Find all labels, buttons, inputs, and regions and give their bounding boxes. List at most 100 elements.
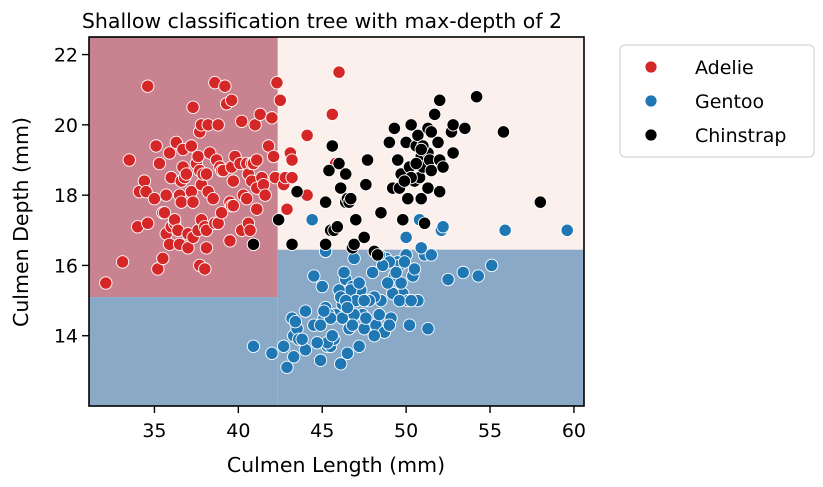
point-chinstrap — [396, 213, 410, 227]
point-chinstrap — [433, 93, 447, 107]
point-adelie — [147, 192, 162, 206]
point-gentoo — [392, 293, 407, 308]
x-tick-label: 35 — [142, 420, 166, 442]
point-chinstrap — [446, 118, 460, 132]
point-chinstrap — [428, 107, 442, 121]
point-adelie — [285, 170, 299, 185]
legend-marker-adelie — [644, 60, 658, 74]
point-chinstrap — [431, 135, 445, 150]
point-chinstrap — [339, 167, 353, 181]
point-chinstrap — [357, 230, 371, 244]
x-tick-label: 45 — [310, 420, 334, 442]
point-gentoo — [456, 265, 470, 280]
point-gentoo — [485, 258, 499, 273]
point-chinstrap — [469, 90, 484, 104]
point-chinstrap — [414, 142, 428, 157]
point-adelie — [270, 76, 284, 90]
point-gentoo — [340, 300, 355, 315]
point-chinstrap — [436, 160, 450, 174]
point-chinstrap — [334, 181, 348, 195]
point-adelie — [174, 195, 188, 209]
point-gentoo — [337, 265, 351, 280]
point-gentoo — [352, 276, 366, 290]
point-adelie — [273, 93, 287, 107]
legend-label-chinstrap: Chinstrap — [695, 125, 787, 147]
point-adelie — [157, 206, 172, 220]
point-gentoo — [365, 265, 380, 280]
point-gentoo — [414, 241, 428, 255]
point-gentoo — [288, 315, 303, 329]
decision-regions — [89, 37, 584, 406]
point-chinstrap — [414, 192, 428, 206]
point-gentoo — [307, 269, 321, 283]
point-gentoo — [298, 304, 313, 318]
point-gentoo — [421, 322, 435, 336]
point-chinstrap — [433, 184, 447, 199]
x-tick-label: 40 — [226, 420, 250, 442]
point-gentoo — [436, 220, 450, 234]
point-adelie — [141, 216, 155, 230]
point-gentoo — [404, 293, 418, 308]
point-gentoo — [313, 318, 328, 332]
point-adelie — [243, 223, 257, 237]
point-adelie — [226, 174, 240, 188]
point-gentoo — [310, 336, 324, 350]
point-chinstrap — [318, 237, 333, 251]
legend-label-gentoo: Gentoo — [695, 91, 764, 113]
point-chinstrap — [409, 156, 423, 171]
y-tick-label: 22 — [54, 45, 78, 67]
point-adelie — [250, 202, 264, 216]
point-adelie — [206, 192, 220, 206]
scatter-points — [99, 65, 574, 374]
point-gentoo — [372, 307, 386, 322]
point-adelie — [266, 149, 281, 164]
point-adelie — [214, 206, 229, 220]
point-gentoo — [315, 279, 329, 294]
point-chinstrap — [370, 248, 385, 262]
point-chinstrap — [374, 206, 388, 220]
point-chinstrap — [349, 213, 363, 227]
point-chinstrap — [271, 213, 286, 227]
point-gentoo — [402, 318, 417, 332]
point-chinstrap — [347, 237, 361, 251]
point-gentoo — [397, 255, 412, 269]
point-adelie — [198, 262, 212, 276]
point-gentoo — [334, 357, 348, 371]
point-adelie — [122, 153, 136, 167]
point-chinstrap — [533, 195, 548, 209]
point-adelie — [149, 139, 163, 153]
point-adelie — [325, 107, 339, 121]
point-adelie — [115, 255, 130, 269]
point-gentoo — [382, 318, 397, 332]
point-gentoo — [313, 353, 328, 367]
point-adelie — [224, 93, 239, 107]
point-gentoo — [367, 329, 381, 343]
point-chinstrap — [401, 192, 415, 206]
point-gentoo — [287, 350, 301, 364]
point-chinstrap — [424, 163, 438, 178]
point-chinstrap — [458, 121, 472, 136]
point-adelie — [162, 146, 177, 160]
point-chinstrap — [387, 121, 402, 136]
point-gentoo — [407, 262, 422, 276]
legend-marker-gentoo — [644, 94, 658, 108]
legend-box — [619, 44, 815, 158]
region-gentoo — [89, 297, 278, 406]
legend-label-adelie: Adelie — [695, 57, 754, 79]
point-chinstrap — [404, 118, 418, 132]
point-chinstrap — [246, 237, 261, 251]
point-adelie — [235, 114, 249, 128]
y-tick-label: 16 — [54, 255, 78, 277]
point-adelie — [152, 156, 167, 171]
region-chinstrap — [277, 37, 584, 250]
chart-title: Shallow classification tree with max-dep… — [82, 9, 562, 33]
point-gentoo — [424, 248, 438, 262]
x-tick-label: 50 — [394, 420, 418, 442]
point-chinstrap — [325, 139, 339, 153]
point-gentoo — [305, 213, 319, 227]
point-gentoo — [471, 269, 485, 283]
point-chinstrap — [330, 220, 344, 234]
point-adelie — [300, 128, 314, 143]
point-adelie — [99, 276, 113, 290]
